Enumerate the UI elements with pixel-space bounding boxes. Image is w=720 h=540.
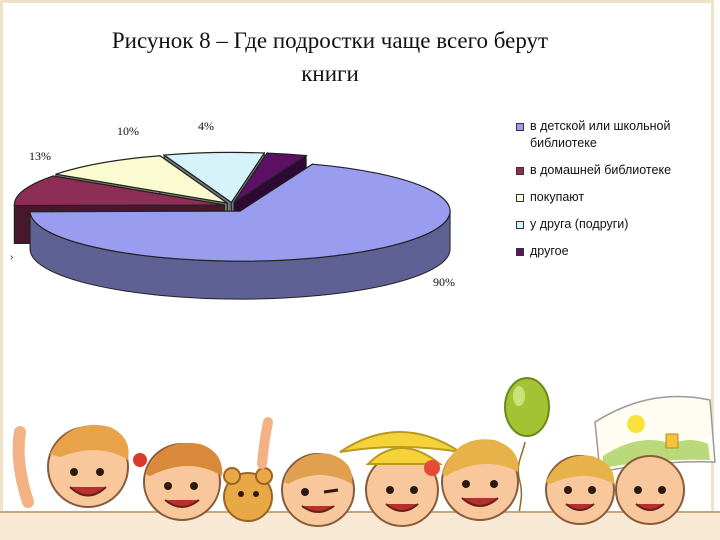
pie-chart: 90% 13% 10% 4% — [13, 119, 455, 300]
pie-slice-top — [29, 163, 451, 262]
legend-label: в детской или школьной библиотеке — [530, 119, 671, 150]
pie-slice-top — [55, 155, 228, 204]
child-face-1 — [12, 424, 129, 508]
legend-item: другое — [516, 243, 706, 260]
legend-swatch — [516, 167, 524, 175]
child-face-6 — [545, 455, 615, 525]
legend-label: другое — [530, 244, 569, 258]
figure-title: Рисунок 8 – Где подростки чаще всего бер… — [40, 24, 620, 90]
data-label: 90% — [433, 275, 455, 289]
child-face-5 — [441, 439, 519, 521]
pie-slice-top — [162, 151, 266, 204]
child-face-4 — [339, 431, 461, 527]
child-face-3 — [257, 417, 355, 527]
pie-slice — [29, 163, 451, 300]
legend-item: в детской или школьной библиотеке — [516, 118, 706, 152]
fence-illustration — [0, 511, 720, 540]
legend-label: покупают — [530, 190, 585, 204]
legend-item: в домашней библиотеке — [516, 162, 706, 179]
legend-label: в домашней библиотеке — [530, 163, 672, 177]
child-face-7 — [615, 455, 685, 525]
legend-label: у друга (подруги) — [530, 217, 629, 231]
stray-mark: › — [10, 252, 14, 263]
pie-slice-top — [13, 175, 225, 207]
chart-legend: в детской или школьной библиотеке в домаш… — [516, 118, 706, 270]
legend-swatch — [516, 248, 524, 256]
pie-slice-top — [233, 152, 308, 204]
data-label: 13% — [29, 149, 51, 163]
legend-item: покупают — [516, 189, 706, 206]
legend-swatch — [516, 123, 524, 131]
figure-title-line-2: книги — [301, 61, 359, 86]
children-illustration — [0, 377, 720, 540]
drawing-paper-illustration — [594, 395, 716, 473]
legend-item: у друга (подруги) — [516, 216, 706, 233]
data-label: 10% — [117, 124, 139, 138]
legend-swatch — [516, 194, 524, 202]
figure-title-line-1: Рисунок 8 – Где подростки чаще всего бер… — [111, 28, 549, 53]
teddy-bear — [223, 467, 273, 522]
data-label: 4% — [198, 119, 214, 133]
legend-swatch — [516, 221, 524, 229]
child-face-2 — [133, 442, 223, 521]
